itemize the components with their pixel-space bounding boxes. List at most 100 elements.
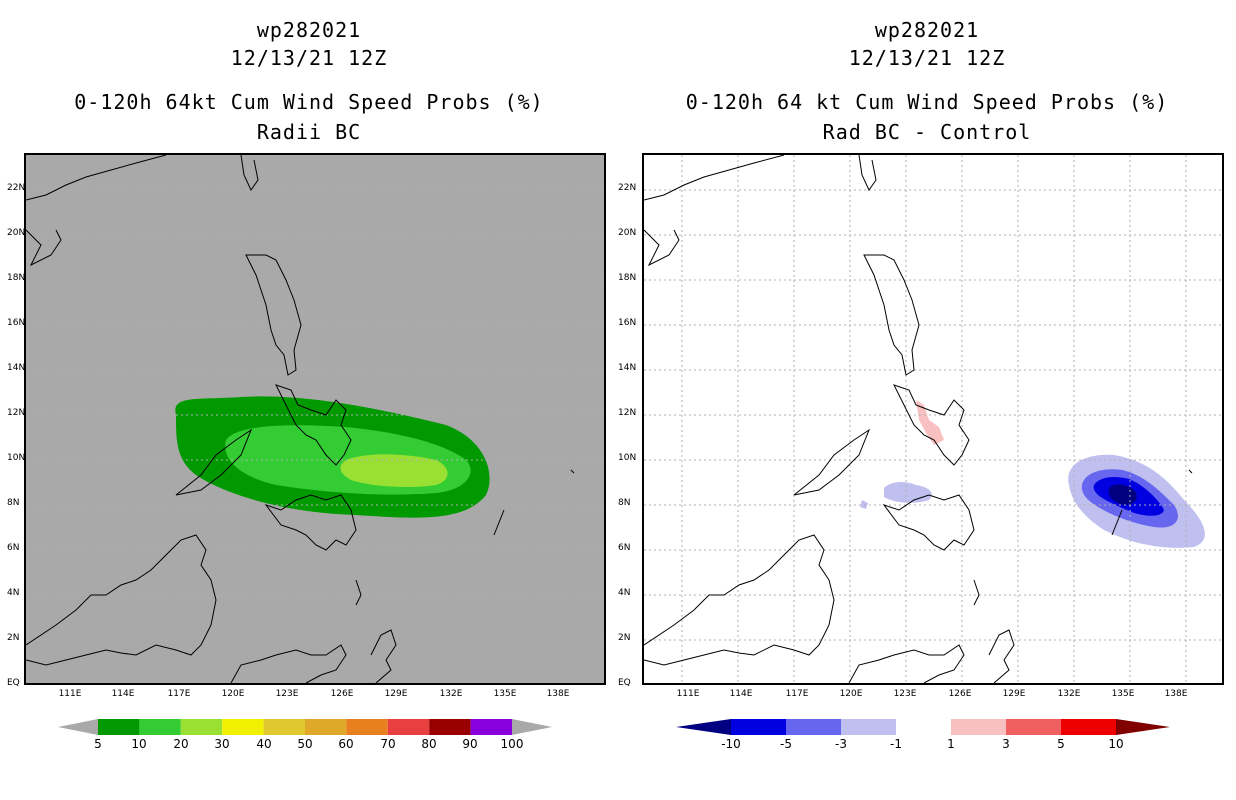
lat-label: 12N (7, 408, 26, 418)
colorbar-right-arrow (1116, 719, 1170, 735)
colorbar-label: 5 (94, 737, 102, 751)
right-panel: wp282021 12/13/21 12Z 0-120h 64 kt Cum W… (618, 0, 1236, 800)
lat-label: 2N (7, 633, 20, 643)
grid-lines (26, 189, 604, 641)
lon-label: 111E (58, 689, 82, 699)
lon-label: 138E (546, 689, 570, 699)
colorbar-label: 10 (131, 737, 147, 751)
colorbar-label: -3 (835, 737, 847, 751)
lat-label: 12N (618, 408, 637, 418)
colorbar-bin (1061, 719, 1116, 735)
colorbar-bin (841, 719, 896, 735)
colorbar-bin (387, 719, 430, 735)
lon-label: 111E (676, 689, 700, 699)
colorbar-left-arrow (58, 719, 98, 735)
lat-label: 6N (618, 543, 631, 553)
colorbar-label: 5 (1057, 737, 1065, 751)
colorbar-bin (1006, 719, 1061, 735)
left-map-svg (26, 155, 604, 683)
colorbar-label: 20 (173, 737, 189, 751)
lon-label: 117E (167, 689, 191, 699)
colorbar-bin (951, 719, 1006, 735)
lat-label: EQ (7, 678, 20, 688)
difference-field (860, 400, 1205, 548)
colorbar-label: -1 (890, 737, 902, 751)
colorbar-label: 50 (297, 737, 313, 751)
colorbar-label: 100 (500, 737, 524, 751)
colorbar-bin (786, 719, 841, 735)
colorbar-bin (98, 719, 140, 735)
colorbar-bin (731, 719, 786, 735)
colorbar-bin (429, 719, 471, 735)
lon-label: 138E (1164, 689, 1188, 699)
colorbar-bin (263, 719, 305, 735)
colorbar-label: 3 (1002, 737, 1010, 751)
lat-label: 8N (618, 498, 631, 508)
lon-label: 120E (839, 689, 863, 699)
colorbar-label: 80 (421, 737, 437, 751)
right-storm-id: wp282021 (874, 18, 980, 42)
left-map (24, 153, 606, 685)
colorbar-bin (470, 719, 512, 735)
left-title: 0-120h 64kt Cum Wind Speed Probs (%) (74, 90, 544, 114)
lon-label: 135E (1111, 689, 1135, 699)
lon-label: 123E (275, 689, 299, 699)
right-map (642, 153, 1224, 685)
colorbar-bin (139, 719, 181, 735)
right-subtitle: Rad BC - Control (822, 120, 1032, 144)
lat-label: 10N (618, 453, 637, 463)
lat-label: 4N (7, 588, 20, 598)
colorbar-bin (305, 719, 347, 735)
lon-label: 120E (221, 689, 245, 699)
lon-label: 117E (785, 689, 809, 699)
lat-label: 20N (618, 228, 637, 238)
lat-label: 14N (618, 363, 637, 373)
colorbar-label: 30 (214, 737, 230, 751)
colorbar-label: 10 (1108, 737, 1124, 751)
lat-label: 8N (7, 498, 20, 508)
lat-label: 20N (7, 228, 26, 238)
lon-label: 123E (893, 689, 917, 699)
lon-label: 114E (111, 689, 135, 699)
left-colorbar (58, 718, 554, 736)
lat-label: 2N (618, 633, 631, 643)
lat-label: 22N (7, 183, 26, 193)
prob-contour-20 (340, 454, 448, 488)
grid-lines (644, 155, 1222, 683)
lat-label: 16N (7, 318, 26, 328)
colorbar-right-arrow (512, 719, 552, 735)
lat-label: 10N (7, 453, 26, 463)
lat-label: 18N (618, 273, 637, 283)
left-subtitle: Radii BC (256, 120, 362, 144)
lat-label: 6N (7, 543, 20, 553)
lon-label: 126E (948, 689, 972, 699)
lon-label: 129E (1002, 689, 1026, 699)
left-storm-id: wp282021 (256, 18, 362, 42)
colorbar-bin (222, 719, 264, 735)
lon-label: 126E (330, 689, 354, 699)
colorbar-label: 40 (256, 737, 272, 751)
colorbar-bin (180, 719, 223, 735)
lon-label: 132E (1057, 689, 1081, 699)
lat-label: EQ (618, 678, 631, 688)
right-map-svg (644, 155, 1222, 683)
colorbar-label: 1 (947, 737, 955, 751)
colorbar-left-arrow (676, 719, 731, 735)
right-title: 0-120h 64 kt Cum Wind Speed Probs (%) (685, 90, 1169, 114)
lon-label: 129E (384, 689, 408, 699)
lon-label: 132E (439, 689, 463, 699)
colorbar-label: -10 (721, 737, 741, 751)
left-datetime: 12/13/21 12Z (230, 46, 388, 70)
lat-label: 22N (618, 183, 637, 193)
diff-contour-neg10 (1108, 484, 1137, 505)
coastlines (26, 155, 575, 683)
colorbar-bin (346, 719, 388, 735)
colorbar-label: 60 (338, 737, 354, 751)
colorbar-bin (896, 719, 951, 735)
lon-label: 114E (729, 689, 753, 699)
lon-label: 135E (493, 689, 517, 699)
colorbar-label: -5 (780, 737, 792, 751)
lat-label: 14N (7, 363, 26, 373)
lat-label: 16N (618, 318, 637, 328)
diff-blob-pos (916, 400, 944, 445)
